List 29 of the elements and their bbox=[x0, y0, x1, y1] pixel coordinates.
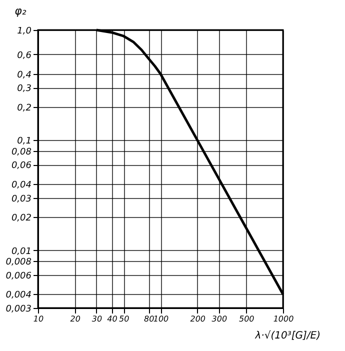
y-tick-label: 0,3 bbox=[17, 84, 32, 94]
y-tick-label: 0,06 bbox=[11, 161, 32, 172]
x-tick-label: 500 bbox=[238, 314, 254, 324]
y-tick-label: 0,2 bbox=[17, 104, 32, 114]
x-axis-title: λ·√(10³[G]/E) bbox=[254, 330, 320, 342]
x-tick-label: 100 bbox=[153, 314, 169, 324]
x-tick-label: 1000 bbox=[273, 314, 294, 324]
y-tick-label: 0,004 bbox=[6, 290, 32, 301]
x-tick-label: 200 bbox=[190, 314, 206, 324]
x-tick-label: 50 bbox=[119, 314, 130, 324]
y-tick-label: 0,003 bbox=[6, 304, 32, 314]
x-tick-label: 10 bbox=[33, 314, 44, 324]
y-axis-title: φ₂ bbox=[14, 4, 27, 18]
y-tick-label: 0,6 bbox=[17, 50, 32, 61]
y-tick-label: 0,01 bbox=[11, 246, 32, 257]
x-tick-label: 40 bbox=[107, 314, 118, 324]
x-tick-label: 20 bbox=[70, 314, 80, 324]
y-tick-label: 1,0 bbox=[17, 26, 32, 36]
x-tick-label: 30 bbox=[92, 314, 102, 324]
y-tick-label: 0,006 bbox=[6, 271, 32, 282]
y-tick-label: 0,008 bbox=[6, 258, 32, 268]
y-tick-label: 0,4 bbox=[17, 70, 32, 80]
x-tick-label: 80 bbox=[144, 314, 154, 324]
x-tick-label: 300 bbox=[212, 314, 228, 324]
y-tick-label: 0,02 bbox=[11, 214, 32, 224]
y-tick-label: 0,1 bbox=[17, 136, 32, 147]
y-tick-label: 0,04 bbox=[11, 180, 32, 191]
y-tick-label: 0,03 bbox=[11, 194, 32, 204]
y-tick-label: 0,08 bbox=[11, 147, 32, 158]
